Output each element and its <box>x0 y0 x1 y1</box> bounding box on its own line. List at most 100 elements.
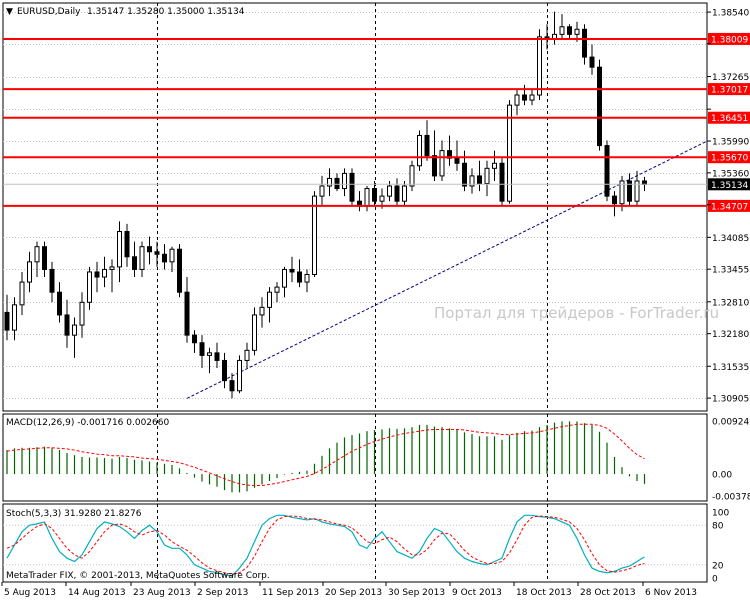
candle-body-bear <box>589 56 595 68</box>
stoch-tick-label: 0 <box>712 575 718 585</box>
candle <box>139 241 145 278</box>
candle <box>12 297 17 341</box>
candle <box>529 89 535 106</box>
candle-body-bull <box>244 349 250 361</box>
header-icon: ▼ <box>6 7 13 17</box>
candle-body-bear <box>604 145 610 197</box>
candle-body-bear <box>499 162 505 202</box>
price-tick-label: 1.35990 <box>712 138 749 148</box>
panel-frame-0 <box>2 2 708 412</box>
candle <box>312 191 317 278</box>
candle <box>567 24 572 40</box>
price-tick-label: 1.32180 <box>712 330 749 340</box>
candle <box>259 297 265 328</box>
time-tick-label: 20 Sep 2013 <box>325 588 382 598</box>
candle <box>424 120 430 161</box>
macd-signal-line <box>6 423 645 487</box>
candle-body-bear <box>162 253 167 263</box>
level-price-tag <box>708 32 750 45</box>
candle <box>169 246 175 272</box>
trendline-extension <box>644 140 708 173</box>
current-price-tag <box>708 178 750 191</box>
stoch-tick-label: 80 <box>712 522 724 532</box>
chart-ohlc: 1.35147 1.35280 1.35000 1.35134 <box>87 7 245 17</box>
candle-body-bear <box>334 177 340 190</box>
candle-body-bear <box>432 155 437 177</box>
candle <box>199 335 205 369</box>
candle <box>57 282 62 323</box>
price-tick-label: 1.33455 <box>712 266 749 276</box>
price-tick-label: 1.31535 <box>712 363 749 373</box>
time-tick-label: 6 Nov 2013 <box>645 588 697 598</box>
candle-body-bear <box>522 94 527 101</box>
candle <box>477 160 482 192</box>
candle-body-bear <box>582 28 587 58</box>
candle-body-bull <box>387 185 392 197</box>
candle <box>109 259 115 293</box>
candle-body-bear <box>192 334 197 344</box>
candle-body-bull <box>529 94 535 101</box>
macd-tick-label: 0.009241 <box>712 418 750 428</box>
level-price-label: 1.34707 <box>711 202 748 212</box>
candle-body-bull <box>267 291 272 308</box>
stoch-tick-label: 20 <box>712 561 724 571</box>
candle-body-bull <box>237 359 242 392</box>
level-lines: 1.38009 1.37017 1.36451 1.35670 1.34707 1.351… <box>3 32 750 212</box>
candle <box>627 173 632 207</box>
candle <box>79 292 85 338</box>
candle-body-bull <box>559 26 565 35</box>
level-price-tag <box>708 199 750 212</box>
candle-body-bear <box>462 162 467 187</box>
candle-body-bull <box>34 246 40 263</box>
candle-body-bull <box>274 286 280 293</box>
candle-body-bull <box>19 281 25 306</box>
candle-body-bull <box>139 246 145 270</box>
level-price-label: 1.36451 <box>711 114 748 124</box>
candle-body-bear <box>627 180 632 202</box>
candle <box>267 287 272 323</box>
candle-body-bull <box>282 268 287 288</box>
candle <box>634 170 640 207</box>
time-tick-label: 14 Aug 2013 <box>68 588 126 598</box>
candle <box>304 269 310 293</box>
candle-body-bear <box>597 66 602 147</box>
candle <box>49 261 55 303</box>
stoch-panel: 100 80 20 0 <box>3 509 729 585</box>
candle-body-bull <box>27 261 32 283</box>
candle-body-bull <box>469 175 475 187</box>
candle <box>507 100 512 204</box>
panel-frame-1 <box>2 413 708 502</box>
time-tick-label: 2 Sep 2013 <box>197 588 248 598</box>
candle <box>432 130 437 181</box>
candle <box>87 266 92 310</box>
trendline <box>186 140 708 399</box>
candle <box>297 259 302 288</box>
time-tick-label: 28 Oct 2013 <box>580 588 636 598</box>
candle-body-bull <box>87 271 92 303</box>
candle-body-bull <box>379 195 385 202</box>
candle-body-bull <box>259 306 265 316</box>
candle-body-bull <box>574 28 580 35</box>
candle-body-bull <box>484 167 490 184</box>
time-tick-label: 18 Oct 2013 <box>516 588 572 598</box>
candle-body-bear <box>49 268 55 293</box>
candle-body-bull <box>514 94 520 106</box>
candle-body-bull <box>12 304 17 331</box>
trendline-segment <box>186 171 645 399</box>
candle-body-bull <box>417 134 422 167</box>
candle <box>597 59 602 151</box>
candle <box>589 44 595 75</box>
candle-body-bear <box>184 291 190 336</box>
macd-tick-label: 0.00 <box>712 471 732 481</box>
candle <box>34 241 40 278</box>
candle-body-bear <box>349 172 355 202</box>
candle-body-bull <box>492 162 497 169</box>
candle-body-bear <box>229 380 235 392</box>
candle <box>124 223 130 267</box>
candle <box>469 168 475 194</box>
candle-body-bear <box>177 248 182 293</box>
candle <box>582 24 587 65</box>
stoch-label: Stoch(5,3,3) 31.9280 21.8276 <box>6 509 142 519</box>
candle-body-bull <box>319 185 325 197</box>
